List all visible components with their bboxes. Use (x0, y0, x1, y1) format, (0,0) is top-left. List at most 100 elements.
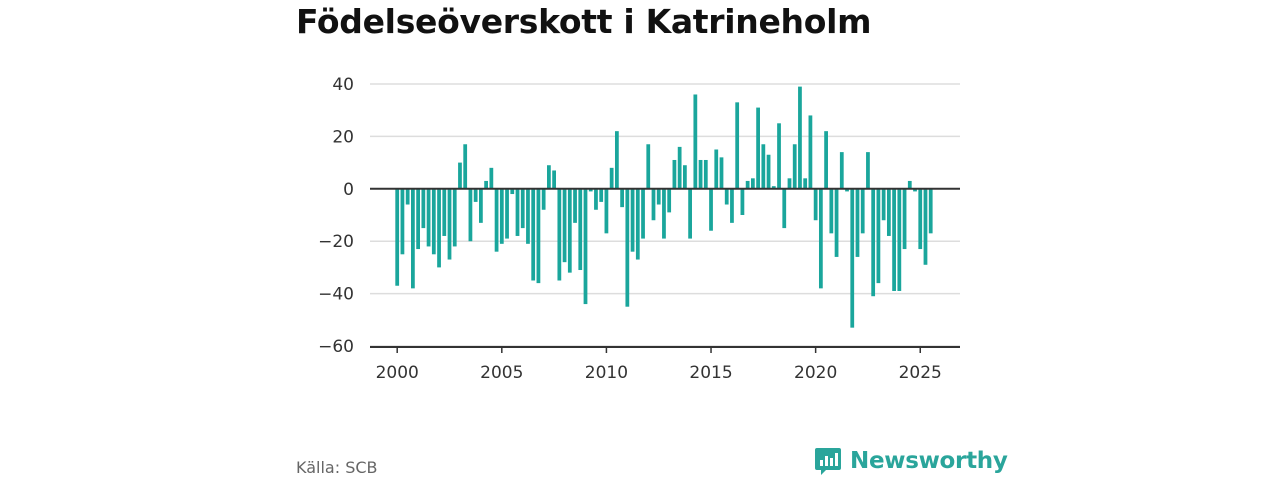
bar (829, 188, 834, 234)
bar (724, 188, 729, 205)
bar (578, 188, 583, 271)
bar (552, 170, 556, 189)
bar (667, 188, 672, 213)
bars (395, 86, 933, 328)
bar (395, 188, 400, 286)
bar (609, 167, 614, 189)
bar (730, 188, 734, 223)
bar (672, 159, 677, 189)
bar (756, 107, 760, 189)
bar (866, 152, 870, 189)
bar (803, 178, 808, 189)
bar (557, 188, 562, 281)
bar (782, 188, 787, 229)
bar (515, 188, 520, 236)
bar (599, 188, 604, 202)
y-tick-label: −20 (318, 232, 354, 252)
x-tick-label: 2015 (689, 363, 732, 383)
bar (682, 165, 687, 189)
bar (520, 188, 525, 229)
newsworthy-logo-icon (815, 448, 841, 475)
bar (536, 188, 541, 284)
bar (792, 144, 797, 189)
x-tick-label: 2025 (899, 363, 942, 383)
bar (719, 157, 724, 189)
x-tick-label: 2020 (794, 363, 837, 383)
bar (771, 186, 776, 189)
bar (641, 188, 645, 239)
bar (437, 188, 441, 268)
bar (824, 131, 828, 189)
bar (787, 178, 792, 189)
bar (871, 188, 876, 297)
bar (400, 188, 405, 255)
bar (860, 188, 865, 234)
bar (620, 188, 624, 208)
bar (855, 188, 860, 257)
bar (573, 188, 577, 223)
bar (886, 188, 891, 236)
bar (635, 188, 640, 260)
bar (468, 188, 473, 242)
bar (777, 123, 781, 189)
bar (510, 188, 515, 195)
y-tick-label: 0 (343, 180, 354, 200)
x-tick-label: 2010 (585, 363, 628, 383)
bar (750, 178, 755, 189)
gridlines (370, 83, 960, 347)
bar (405, 188, 410, 205)
bar (881, 188, 886, 221)
bar (876, 188, 881, 284)
bar (913, 188, 917, 192)
bar (526, 188, 530, 244)
bar (892, 188, 896, 291)
bar (745, 180, 750, 189)
bar (458, 162, 462, 189)
bar-chart: 40 20 0 −20 −40 −60 2000 2005 2010 2015 2020 2025 (318, 75, 960, 383)
bar (902, 188, 907, 250)
bar (426, 188, 431, 247)
y-tick-label: 40 (332, 75, 354, 95)
bar (907, 180, 912, 189)
bar (473, 188, 478, 202)
bar (431, 188, 436, 255)
bar (646, 144, 651, 189)
bar (688, 188, 692, 239)
bar (761, 144, 766, 189)
bar (562, 188, 567, 263)
bar (630, 188, 635, 252)
bar (567, 188, 572, 273)
bar (740, 188, 745, 215)
bar (766, 154, 771, 189)
axes: 40 20 0 −20 −40 −60 2000 2005 2010 2015 2020 2025 (318, 75, 960, 383)
brand-logo[interactable]: Newsworthy (814, 446, 1008, 476)
bar (845, 188, 849, 192)
bar (918, 188, 923, 250)
bar (505, 188, 509, 239)
bar (411, 188, 415, 289)
y-tick-label: −40 (318, 285, 354, 305)
bar (541, 188, 546, 210)
bar (452, 188, 457, 247)
bar (808, 115, 813, 189)
brand-name: Newsworthy (850, 448, 1008, 474)
bar (850, 188, 855, 328)
chart-title: Födelseöverskott i Katrineholm (296, 2, 872, 41)
bar (703, 159, 708, 189)
bar (442, 188, 447, 236)
bar (547, 165, 551, 189)
bar (698, 159, 703, 189)
bar (798, 86, 802, 189)
bar (499, 188, 504, 244)
bar (484, 180, 488, 189)
bar (463, 144, 468, 189)
bar (494, 188, 499, 252)
bar (839, 152, 844, 189)
bar (693, 94, 698, 189)
bar (604, 188, 609, 234)
y-tick-label: −60 (318, 337, 354, 357)
bar (834, 188, 839, 257)
bar (813, 188, 818, 221)
bar (709, 188, 713, 231)
bar (421, 188, 426, 229)
